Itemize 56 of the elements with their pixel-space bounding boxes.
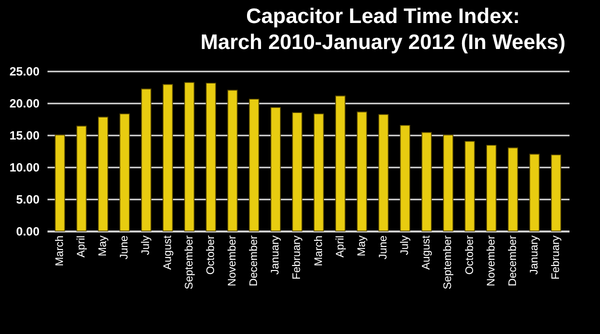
- x-tick-label: August: [162, 236, 174, 270]
- y-tick-label: 25.00: [9, 64, 40, 78]
- x-tick-label: December: [506, 235, 519, 286]
- x-tick-label: July: [140, 235, 152, 256]
- bar: [227, 90, 238, 232]
- bar: [314, 113, 324, 232]
- x-tick-label: April: [76, 236, 88, 258]
- x-tick-label: November: [226, 235, 239, 286]
- x-tick-label: July: [399, 235, 412, 256]
- bar: [508, 147, 518, 232]
- bar: [206, 82, 216, 232]
- y-tick-label: 0.00: [16, 224, 40, 238]
- y-tick-label: 5.00: [16, 192, 40, 206]
- bar: [378, 114, 389, 232]
- x-tick-label: September: [183, 235, 196, 290]
- x-tick-label: October: [464, 235, 476, 275]
- bar: [162, 84, 173, 232]
- bar: [141, 88, 152, 232]
- y-tick-label: 20.00: [9, 96, 40, 110]
- bar: [120, 113, 130, 232]
- x-tick-label: December: [248, 235, 260, 286]
- y-tick-label: 10.00: [9, 160, 40, 174]
- text: Capacitor Lead Time Index:: [246, 5, 520, 28]
- bar: [184, 82, 195, 232]
- x-tick-label: February: [550, 235, 562, 280]
- bar: [356, 112, 368, 232]
- x-tick-label: February: [291, 235, 304, 280]
- x-tick-label: March: [312, 236, 325, 266]
- bar: [76, 126, 87, 232]
- bar: [248, 98, 260, 232]
- x-tick-label: October: [204, 235, 217, 275]
- x-tick-label: January: [528, 235, 540, 275]
- bar: [464, 141, 475, 232]
- x-tick-label: March: [54, 236, 66, 266]
- bar: [54, 134, 66, 232]
- bar: [270, 107, 281, 232]
- x-tick-label: May: [97, 235, 110, 256]
- bar: [292, 112, 302, 232]
- bar: [550, 154, 562, 232]
- x-tick-label: June: [377, 236, 390, 260]
- x-tick-label: June: [118, 236, 131, 260]
- x-tick-label: August: [420, 236, 433, 270]
- x-tick-label: May: [356, 235, 368, 256]
- text: March 2010-January 2012 (In Weeks): [200, 31, 566, 54]
- x-tick-label: September: [442, 235, 454, 290]
- bar: [486, 144, 496, 232]
- y-tick-label: 15.00: [9, 128, 40, 142]
- bar: [529, 154, 540, 232]
- bar: [98, 116, 108, 232]
- bar: [335, 96, 346, 232]
- x-tick-label: April: [334, 236, 346, 258]
- x-tick-label: January: [270, 235, 282, 275]
- bar: [400, 125, 410, 232]
- bar: [421, 132, 432, 232]
- x-tick-label: November: [485, 235, 498, 286]
- bar: [443, 134, 454, 232]
